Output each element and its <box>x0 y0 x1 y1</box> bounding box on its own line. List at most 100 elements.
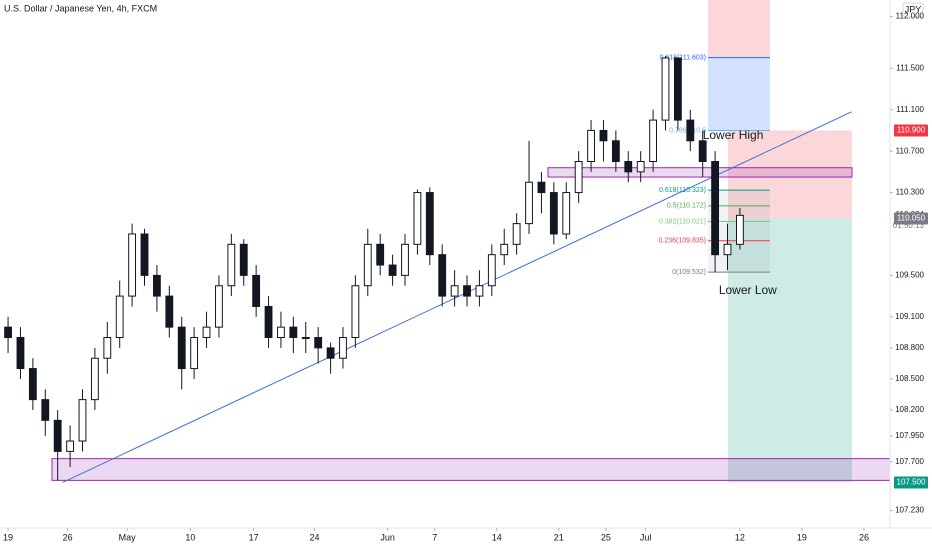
candle-body <box>339 337 347 359</box>
y-tick-label: 108.500 <box>895 374 924 383</box>
candle-body <box>512 223 521 245</box>
candle-body <box>450 285 459 297</box>
zone <box>547 167 853 178</box>
candle-body <box>698 140 707 163</box>
y-tick-label: 107.950 <box>895 431 924 440</box>
candle-body <box>624 161 633 173</box>
candle-body <box>425 192 434 256</box>
candle-body <box>686 119 695 142</box>
chart-title: U.S. Dollar / Japanese Yen, 4h, FXCM <box>4 3 157 13</box>
candle-body <box>500 243 509 256</box>
x-tick-label: 19 <box>3 532 13 542</box>
countdown: 01:50:13 <box>893 221 925 230</box>
x-tick-label: 10 <box>185 532 195 542</box>
candle-body <box>252 274 261 307</box>
candle-body <box>574 161 583 194</box>
currency-box[interactable] <box>902 2 924 18</box>
candle-body <box>90 357 99 401</box>
x-tick-label: May <box>119 532 137 542</box>
candle-body <box>326 347 335 359</box>
candle-body <box>78 399 87 442</box>
fib-upper-zone <box>708 0 770 58</box>
candle-body <box>537 181 546 194</box>
fib-label: 0.618(110.323) <box>659 187 706 194</box>
position-target <box>728 218 852 483</box>
candle-body <box>711 161 720 256</box>
candle-body <box>115 295 124 339</box>
candle-body <box>264 305 273 339</box>
candle-body <box>611 140 620 163</box>
candle-body <box>376 243 385 266</box>
annotation: Lower Low <box>719 283 777 297</box>
y-tick-label: 108.800 <box>895 343 924 352</box>
y-tick-label: 109.500 <box>895 270 924 279</box>
candle-body <box>227 243 236 287</box>
y-tick-label: 107.700 <box>895 457 924 466</box>
candle-body <box>103 337 112 359</box>
fib-label: 0.236(109.835) <box>659 238 706 245</box>
currency[interactable]: JPY <box>905 4 922 14</box>
candle-body <box>388 264 397 276</box>
price-badge-label: 110.900 <box>897 126 926 135</box>
trendline <box>62 111 852 483</box>
x-tick-label: 19 <box>797 532 807 542</box>
candle-body <box>735 214 744 245</box>
x-tick-label: 26 <box>63 532 73 542</box>
x-tick-label: 7 <box>432 532 437 542</box>
candle-body <box>549 192 558 235</box>
candle-body <box>723 243 732 256</box>
candle-body <box>53 419 62 452</box>
candle-body <box>438 254 447 297</box>
candle-body <box>487 254 496 287</box>
candle-body <box>28 368 37 401</box>
candle-body <box>401 243 409 276</box>
candle-body <box>525 181 533 225</box>
candle-body <box>673 57 682 121</box>
y-tick-label: 109.100 <box>895 312 924 321</box>
candle-body <box>636 161 645 173</box>
fib-blue-zone <box>708 57 770 131</box>
candle-body <box>301 337 310 340</box>
x-tick-label: 24 <box>309 532 319 542</box>
x-tick-label: 21 <box>554 532 564 542</box>
zone <box>51 458 891 481</box>
candle-body <box>289 326 298 339</box>
candle-body <box>190 337 199 370</box>
candle-body <box>165 295 174 328</box>
price-badge-label: 110.050 <box>897 214 926 223</box>
x-tick-label: 26 <box>859 532 869 542</box>
candle-body <box>587 129 595 163</box>
fib-label: 0.618(111.603) <box>660 55 706 62</box>
annotation: Lower High <box>703 128 764 142</box>
candle-body <box>128 233 137 297</box>
y-tick-label: 108.200 <box>895 405 924 414</box>
candle-body <box>202 326 211 339</box>
candle-body <box>66 440 74 452</box>
candle-body <box>649 119 657 163</box>
candle-body <box>177 326 186 370</box>
x-tick-label: 14 <box>492 532 502 542</box>
price-badge <box>894 476 928 489</box>
candle-body <box>41 399 50 421</box>
y-tick-label: 112.000 <box>896 12 925 21</box>
candle-body <box>314 337 323 349</box>
candle-body <box>661 57 670 121</box>
position-stop <box>728 130 852 219</box>
y-tick-label: 111.100 <box>896 105 924 114</box>
y-tick-label: 110.700 <box>896 146 925 155</box>
candle-body <box>239 243 248 276</box>
candle-body <box>463 285 471 297</box>
x-tick-label: Jul <box>640 532 652 542</box>
fib-label: 0.382(110.021) <box>659 218 706 225</box>
candle-body <box>140 233 149 276</box>
candle-body <box>277 326 285 339</box>
candle-body <box>413 192 422 245</box>
x-tick-label: 25 <box>601 532 611 542</box>
price-badge <box>894 124 928 137</box>
candle-body <box>351 285 360 339</box>
y-tick-label: 107.230 <box>895 506 924 515</box>
fib-label: 0(109.532) <box>672 269 706 276</box>
candle-body <box>475 285 484 297</box>
candle-body <box>599 129 608 142</box>
